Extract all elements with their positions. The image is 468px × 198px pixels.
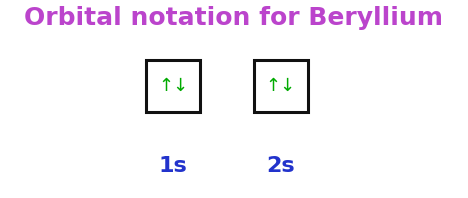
- Text: ↑↓: ↑↓: [158, 77, 188, 95]
- Text: Orbital notation for Beryllium: Orbital notation for Beryllium: [24, 6, 444, 30]
- Text: 1s: 1s: [159, 156, 188, 176]
- Bar: [146, 60, 200, 112]
- Text: ↑↓: ↑↓: [266, 77, 296, 95]
- Bar: [254, 60, 308, 112]
- Text: 2s: 2s: [266, 156, 295, 176]
